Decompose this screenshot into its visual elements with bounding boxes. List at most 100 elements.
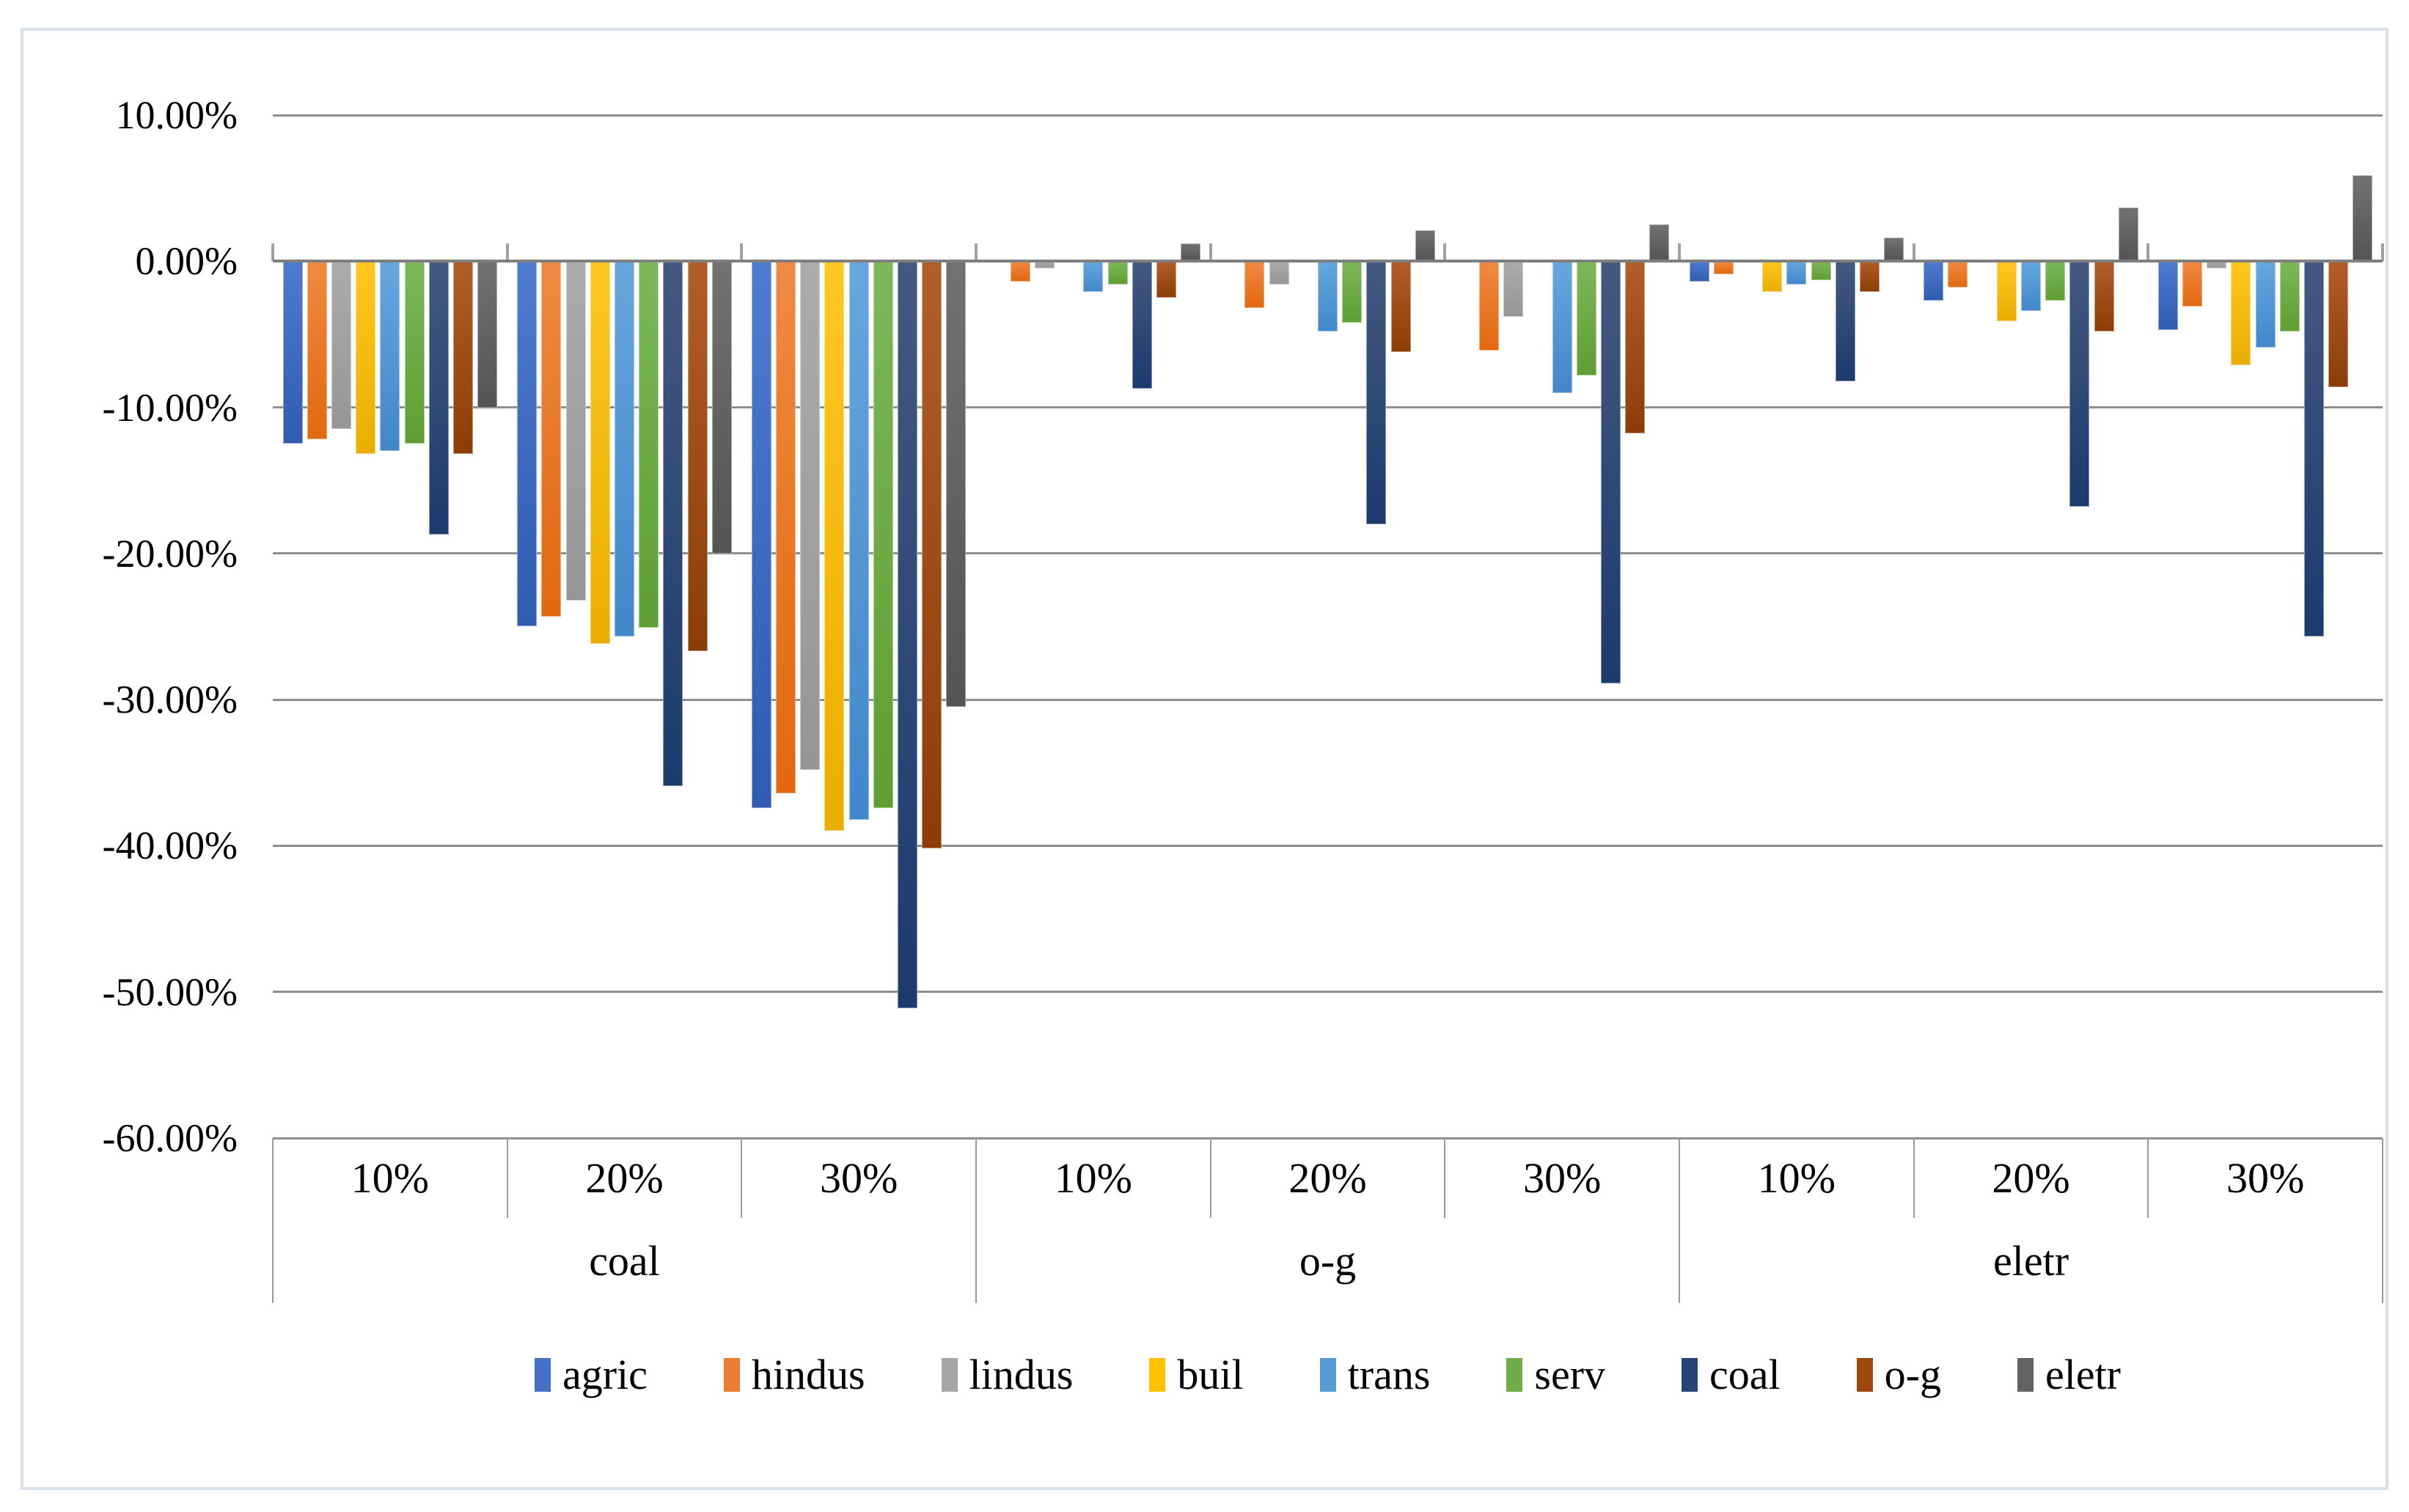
bar-coal-30%-eletr (946, 261, 967, 708)
gridline-10.00% (273, 114, 2383, 117)
bar-o-g-20%-serv (1342, 261, 1363, 323)
legend-label: eletr (2045, 1351, 2121, 1398)
bar-o-g-30%-lindus (1503, 261, 1524, 317)
legend-label: lindus (969, 1351, 1074, 1398)
bar-coal-20%-serv (639, 261, 659, 628)
legend-item-coal: coal (1682, 1354, 1781, 1396)
bar-coal-20%-trans (615, 261, 634, 637)
bar-coal-20%-lindus (565, 261, 586, 601)
bar-o-g-30%-hindus (1479, 261, 1500, 351)
bar-eletr-10%-serv (1811, 261, 1831, 281)
bar-o-g-20%-lindus (1269, 261, 1289, 285)
bar-coal-10%-trans (380, 261, 400, 452)
bar-o-g-20%-o-g (1390, 261, 1411, 352)
legend-label: agric (562, 1351, 648, 1398)
category-rate-label: 30% (2226, 1154, 2305, 1202)
bar-coal-20%-o-g (687, 261, 708, 652)
legend-item-buil: buil (1149, 1351, 1244, 1398)
bar-coal-10%-serv (404, 261, 425, 444)
category-rate-label: 10% (1054, 1154, 1132, 1202)
bar-eletr-20%-hindus (1948, 261, 1968, 288)
bar-coal-30%-serv (873, 261, 893, 808)
bar-coal-10%-o-g (452, 261, 473, 455)
bar-eletr-20%-buil (1996, 261, 2017, 321)
bar-eletr-30%-o-g (2328, 261, 2349, 387)
legend-label: serv (1534, 1351, 1606, 1398)
bar-o-g-10%-serv (1107, 261, 1128, 285)
category-major-separator (975, 1138, 977, 1303)
bar-coal-30%-hindus (776, 261, 796, 793)
category-major-separator (1679, 1138, 1680, 1303)
y-tick-label: 0.00% (135, 239, 238, 284)
bar-coal-10%-eletr (477, 261, 498, 408)
legend-item-serv: serv (1506, 1354, 1605, 1396)
bar-o-g-30%-coal (1601, 261, 1621, 684)
category-tick (2381, 243, 2384, 262)
category-major-separator (2382, 1138, 2383, 1303)
bar-eletr-30%-serv (2279, 261, 2300, 331)
legend-swatch-agric-icon (534, 1358, 551, 1392)
legend-item-lindus: lindus (941, 1351, 1074, 1398)
category-tick (1678, 243, 1681, 262)
category-minor-separator (741, 1138, 743, 1218)
category-tick (1443, 243, 1447, 262)
bar-o-g-30%-o-g (1625, 261, 1646, 434)
legend: agric hindus lindus buil trans serv coal o-g ele… (273, 1342, 2383, 1408)
category-rate-label: 30% (1522, 1154, 1602, 1202)
bar-o-g-20%-coal (1366, 261, 1387, 524)
bar-eletr-10%-coal (1835, 261, 1855, 381)
bar-eletr-20%-coal (2069, 261, 2090, 507)
bar-eletr-10%-buil (1762, 261, 1783, 293)
bar-o-g-20%-eletr (1415, 230, 1435, 262)
bar-coal-30%-lindus (800, 261, 821, 770)
gridline--40.00% (273, 844, 2383, 847)
bar-eletr-20%-o-g (2094, 261, 2114, 331)
legend-swatch-eletr-icon (2017, 1358, 2034, 1392)
y-tick-label: -40.00% (102, 823, 238, 868)
bar-o-g-10%-o-g (1156, 261, 1176, 298)
bar-eletr-30%-lindus (2207, 261, 2227, 269)
legend-label: buil (1177, 1351, 1244, 1398)
bar-coal-10%-coal (428, 261, 449, 535)
category-minor-separator (1913, 1138, 1915, 1218)
category-tick (1209, 243, 1212, 262)
gridline--10.00% (273, 406, 2383, 409)
gridline--20.00% (273, 552, 2383, 555)
category-tick (975, 243, 978, 262)
bar-eletr-10%-hindus (1713, 261, 1734, 275)
gridline--30.00% (273, 698, 2383, 701)
bar-coal-30%-buil (824, 261, 845, 832)
category-rate-label: 10% (351, 1154, 429, 1202)
category-tick (2146, 243, 2150, 262)
bar-coal-30%-o-g (922, 261, 942, 849)
bar-o-g-10%-eletr (1181, 243, 1201, 262)
y-tick-label: -20.00% (102, 531, 238, 576)
bar-coal-20%-eletr (711, 261, 732, 554)
bar-coal-10%-hindus (307, 261, 327, 440)
bar-coal-20%-hindus (541, 261, 562, 617)
category-fuel-label: o-g (1299, 1236, 1357, 1285)
legend-label: o-g (1884, 1351, 1941, 1398)
bar-eletr-20%-agric (1924, 261, 1944, 301)
bar-coal-30%-trans (848, 261, 869, 820)
legend-swatch-o-g-icon (1856, 1358, 1873, 1392)
legend-label: coal (1709, 1351, 1781, 1398)
category-minor-separator (506, 1138, 508, 1218)
bar-eletr-30%-coal (2304, 261, 2325, 637)
legend-item-o-g: o-g (1856, 1351, 1941, 1398)
legend-item-agric: agric (534, 1351, 648, 1398)
chart-frame: 10.00% 0.00% -10.00% -20.00% -30.00% -40.00% -… (21, 28, 2388, 1490)
bar-eletr-20%-trans (2021, 261, 2041, 312)
bar-eletr-10%-trans (1786, 261, 1807, 285)
legend-item-eletr: eletr (2017, 1354, 2121, 1396)
y-tick-label: -10.00% (102, 385, 238, 430)
bar-o-g-30%-serv (1576, 261, 1596, 375)
gridline--50.00% (273, 991, 2383, 994)
bar-eletr-10%-eletr (1884, 238, 1904, 262)
legend-swatch-lindus-icon (941, 1358, 958, 1392)
zero-axis-line (273, 260, 2383, 263)
category-rate-label: 30% (819, 1154, 898, 1202)
category-rate-label: 20% (1288, 1154, 1367, 1202)
bar-o-g-30%-trans (1552, 261, 1572, 393)
